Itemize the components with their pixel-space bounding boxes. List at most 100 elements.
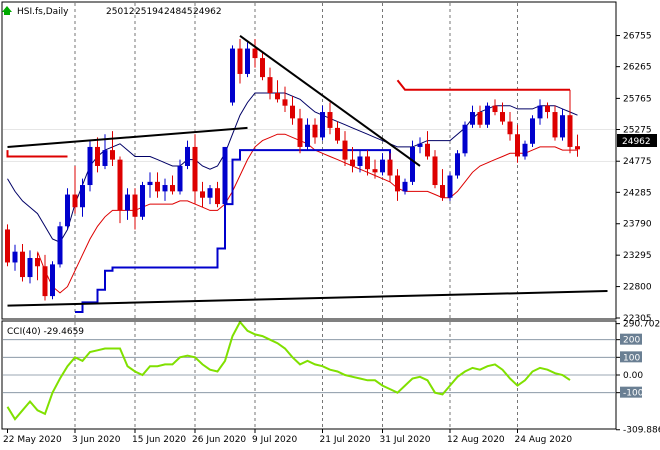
candle-body <box>507 121 513 135</box>
symbol-arrow-icon <box>2 6 12 15</box>
last-price-value: 24962 <box>622 137 651 147</box>
symbol-label: HSI.fs,Daily <box>17 7 69 17</box>
candle-body <box>575 146 580 150</box>
candle-body <box>365 156 370 170</box>
candle-body <box>200 191 205 198</box>
candle <box>192 134 198 205</box>
candle <box>530 115 535 147</box>
trend-lines <box>7 35 608 307</box>
candle-body <box>395 175 400 192</box>
date-tick-label: 9 Jul 2020 <box>252 435 297 445</box>
ohlc-high: 25194 <box>135 7 164 17</box>
resistance-step-line <box>6 150 68 158</box>
candle-body <box>447 175 453 198</box>
candle-body <box>12 251 18 263</box>
cci-level-box <box>620 386 642 398</box>
candle-body <box>185 146 190 166</box>
candle <box>275 80 280 103</box>
candle-body <box>80 185 85 208</box>
candle <box>335 121 340 144</box>
candle-body <box>537 105 543 119</box>
candle-body <box>177 165 183 192</box>
candle <box>417 137 423 154</box>
chart-header: HSI.fs,Daily 25012 25194 24845 24962 <box>2 6 222 17</box>
candle <box>215 181 220 208</box>
support-step-line <box>75 149 391 313</box>
candle <box>72 165 78 214</box>
candle-body <box>117 159 123 211</box>
resistance-step-line <box>396 79 570 91</box>
ohlc-low: 24845 <box>164 7 193 17</box>
candle-body <box>327 112 333 128</box>
candle <box>80 178 85 217</box>
candle <box>350 146 355 173</box>
cci-indicator-label: CCI(40) -29.4659 <box>7 327 84 337</box>
candle <box>237 39 243 84</box>
price-tick-label: 23295 <box>623 251 652 261</box>
candle-body <box>342 140 348 160</box>
date-tick-label: 22 May 2020 <box>3 435 62 445</box>
candle <box>207 185 213 205</box>
candle-body <box>470 112 475 125</box>
candle <box>575 134 580 157</box>
candle <box>12 244 18 271</box>
candle <box>402 178 408 195</box>
date-tick-label: 15 Jun 2020 <box>132 435 186 445</box>
candle <box>20 244 25 282</box>
cci-tick-label: 200 <box>623 336 640 346</box>
cci-axis: 290.7027 200 100 0.00 -100 -309.886 <box>616 320 660 436</box>
candle <box>537 99 543 125</box>
candle-body <box>312 124 318 138</box>
candle <box>342 131 348 166</box>
candle <box>95 137 100 173</box>
date-tick-label: 26 Jun 2020 <box>192 435 246 445</box>
date-axis: 22 May 2020 3 Jun 2020 15 Jun 2020 26 Jun 2… <box>3 429 572 445</box>
candle <box>260 51 265 81</box>
candle <box>305 118 310 151</box>
candle <box>500 102 505 125</box>
candle-body <box>455 153 460 176</box>
candle <box>290 96 295 125</box>
candle-body <box>72 194 78 208</box>
candle-body <box>492 105 498 113</box>
last-price-tag: 24962 <box>617 134 657 147</box>
cci-tick-label: 0.00 <box>623 371 643 381</box>
candle-body <box>380 159 385 173</box>
cci-level-box <box>620 351 642 363</box>
candle-body <box>102 150 108 166</box>
candle-body <box>402 181 408 192</box>
price-axis: 26755 26265 25765 25275 24775 24285 23790 23295… <box>616 32 652 324</box>
candle <box>35 252 40 281</box>
candle-body <box>155 181 160 192</box>
candle-body <box>245 48 250 74</box>
candle-body <box>260 58 265 78</box>
candle-body <box>432 156 438 186</box>
cci-tick-label: 100 <box>623 353 640 363</box>
candle-body <box>42 266 48 297</box>
trend-line <box>7 126 248 148</box>
candle <box>177 159 183 195</box>
candle <box>42 254 48 301</box>
candle <box>252 39 258 68</box>
candle-body <box>522 143 528 157</box>
price-panel-frame <box>1 1 617 320</box>
candle-body <box>350 159 355 166</box>
candle-body <box>530 118 535 144</box>
candle-body <box>552 112 558 138</box>
price-tick-label: 25765 <box>623 94 652 104</box>
candle <box>162 178 168 201</box>
candle-body <box>372 169 378 173</box>
candle <box>492 99 498 116</box>
date-tick-label: 24 Aug 2020 <box>515 435 573 445</box>
candle-body <box>207 188 213 198</box>
candle-body <box>320 112 325 138</box>
candle <box>357 150 363 173</box>
candle <box>87 140 93 192</box>
candle <box>155 172 160 198</box>
lower-band-line <box>37 133 578 294</box>
candle <box>507 112 513 141</box>
cci-line <box>6 320 571 421</box>
ohlc-close: 24962 <box>193 7 222 17</box>
candle-body <box>95 146 100 166</box>
